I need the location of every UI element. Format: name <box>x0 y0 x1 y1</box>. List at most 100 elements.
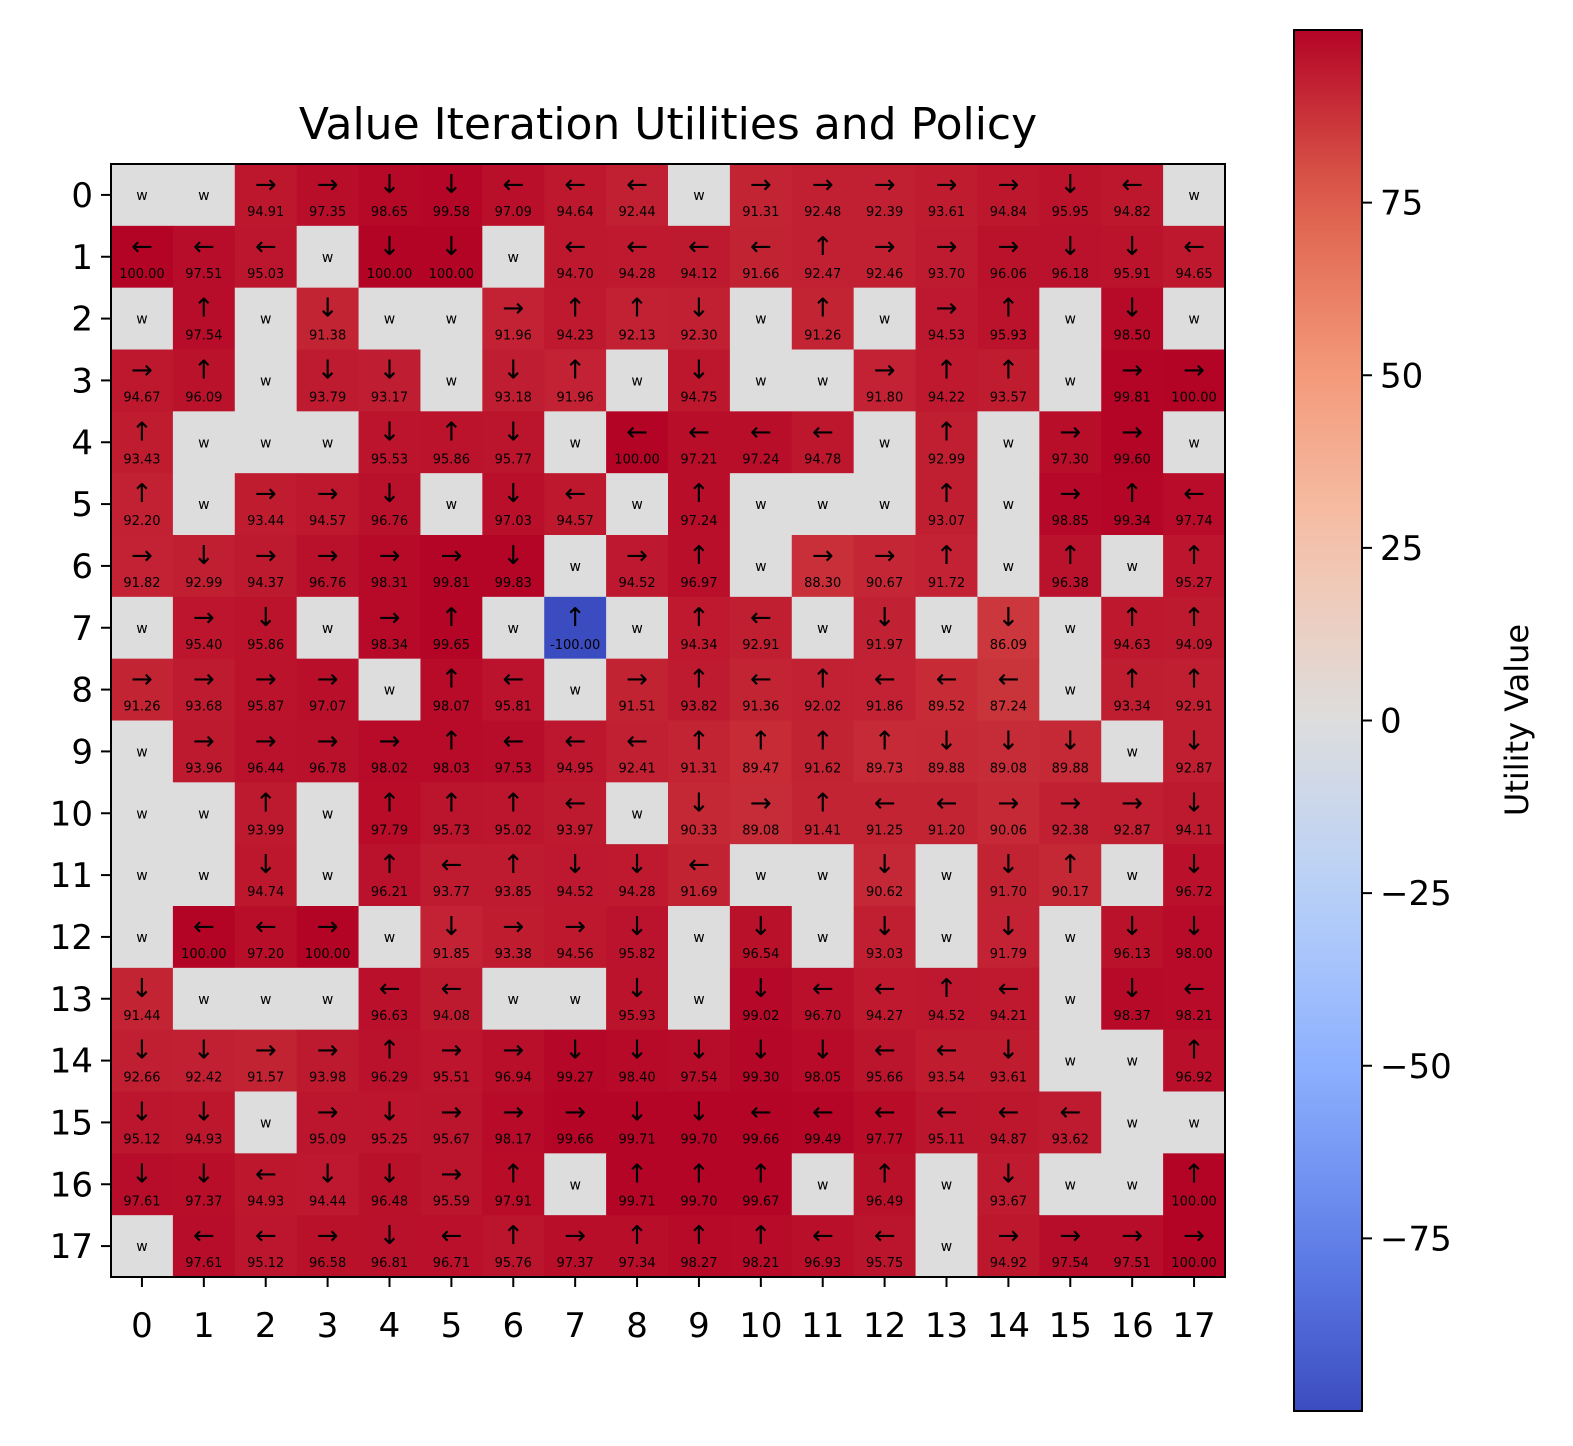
policy-arrow: ↓ <box>688 1036 710 1066</box>
value-cell <box>1163 844 1226 907</box>
utility-value-label: 93.96 <box>185 761 222 776</box>
heatmap-cell: → 95.59 <box>420 1153 483 1216</box>
utility-value-label: 96.63 <box>371 1009 408 1024</box>
value-cell <box>111 411 174 474</box>
value-cell <box>111 1029 174 1093</box>
utility-value-label: 93.99 <box>247 823 284 838</box>
value-cell <box>668 411 731 474</box>
heatmap-cell: ↑ 95.93 <box>977 287 1040 351</box>
heatmap-cell: ← 93.97 <box>544 782 607 845</box>
value-cell <box>606 720 669 783</box>
policy-arrow: ↑ <box>564 355 586 385</box>
utility-value-label: 93.44 <box>247 514 284 529</box>
heatmap-cell: w <box>544 1153 607 1216</box>
value-cell <box>172 1153 236 1216</box>
wall-label: w <box>1126 1054 1137 1070</box>
value-cell <box>296 535 360 598</box>
utility-value-label: 93.62 <box>1052 1132 1089 1147</box>
heatmap-cell: w <box>358 287 422 351</box>
value-cell <box>729 1153 793 1216</box>
policy-arrow: ↓ <box>688 294 710 324</box>
policy-arrow: → <box>379 603 401 633</box>
value-cell <box>729 596 793 660</box>
heatmap-cell: ← 94.93 <box>234 1153 298 1216</box>
value-cell <box>977 782 1040 845</box>
heatmap-cell: w <box>111 844 174 907</box>
heatmap-cell: w <box>606 596 669 660</box>
value-cell <box>111 349 174 412</box>
wall-cell <box>1101 1029 1164 1093</box>
heatmap-cell: → 91.57 <box>234 1029 298 1093</box>
policy-arrow: ↓ <box>1059 726 1081 756</box>
utility-value-label: 95.77 <box>495 452 532 467</box>
utility-value-label: 97.54 <box>185 329 222 344</box>
value-cell <box>977 287 1040 351</box>
wall-label: w <box>322 250 333 266</box>
wall-label: w <box>817 868 828 884</box>
value-cell <box>668 225 731 289</box>
heatmap-cell: ↓ 95.91 <box>1101 225 1164 289</box>
wall-cell <box>111 287 174 351</box>
heatmap-cell: ↓ 96.13 <box>1101 906 1164 969</box>
wall-cell <box>791 473 855 536</box>
utility-value-label: 91.85 <box>433 947 470 962</box>
policy-arrow: ↑ <box>688 726 710 756</box>
heatmap-cell: w <box>1101 1029 1164 1093</box>
policy-arrow: ↓ <box>626 974 648 1004</box>
value-cell <box>606 658 669 722</box>
policy-arrow: ← <box>1183 479 1205 509</box>
heatmap-cell: w <box>853 473 917 536</box>
x-tick-label: 5 <box>441 1306 463 1346</box>
value-cell <box>420 906 483 969</box>
value-cell <box>1163 1215 1226 1278</box>
heatmap-cell: ← 99.66 <box>729 1091 793 1154</box>
utility-value-label: 91.25 <box>866 823 903 838</box>
heatmap-cell: → 94.91 <box>234 164 298 227</box>
value-cell <box>1163 1153 1226 1216</box>
utility-value-label: 95.51 <box>433 1071 470 1086</box>
heatmap-cell: ↓ 91.70 <box>977 844 1040 907</box>
value-cell <box>358 596 422 660</box>
heatmap-cell: → 97.35 <box>296 164 360 227</box>
wall-cell <box>915 596 979 660</box>
heatmap-cell: → 100.00 <box>296 906 360 969</box>
utility-value-label: 95.86 <box>247 638 284 653</box>
policy-arrow: → <box>1059 417 1081 447</box>
heatmap-cell: w <box>606 349 669 412</box>
value-cell <box>668 1091 731 1154</box>
value-cell <box>544 720 607 783</box>
policy-arrow: ↑ <box>440 417 462 447</box>
heatmap-cell: ↓ 92.42 <box>172 1029 236 1093</box>
heatmap-cell: w <box>111 720 174 783</box>
utility-value-label: 98.37 <box>1114 1009 1151 1024</box>
policy-arrow: → <box>502 1036 524 1066</box>
wall-label: w <box>136 188 147 204</box>
heatmap-cell: w <box>296 844 360 907</box>
value-cell <box>420 1153 483 1216</box>
utility-value-label: 94.91 <box>247 205 284 220</box>
policy-arrow: ↓ <box>688 1097 710 1127</box>
heatmap-cell: ↑ 96.21 <box>358 844 422 907</box>
policy-arrow: ← <box>502 665 524 695</box>
utility-value-label: 93.77 <box>433 885 470 900</box>
value-cell <box>234 1153 298 1216</box>
wall-cell <box>606 596 669 660</box>
utility-value-label: 100.00 <box>1171 1194 1217 1209</box>
utility-value-label: 92.46 <box>866 267 903 282</box>
heatmap-cell: → 91.51 <box>606 658 669 722</box>
heatmap-cell: ↑ 96.09 <box>172 349 236 412</box>
wall-label: w <box>631 497 642 513</box>
wall-cell <box>172 782 236 845</box>
utility-value-label: 98.02 <box>371 761 408 776</box>
utility-value-label: 95.12 <box>123 1132 160 1147</box>
wall-cell <box>234 967 298 1031</box>
policy-arrow: → <box>255 541 277 571</box>
value-cell <box>544 473 607 536</box>
value-cell <box>606 1029 669 1093</box>
heatmap-cell: ↑ 92.20 <box>111 473 174 536</box>
heatmap-cell: ↓ 97.37 <box>172 1153 236 1216</box>
heatmap-cell: ↑ 93.85 <box>482 844 545 907</box>
utility-value-label: 95.81 <box>495 700 532 715</box>
heatmap-cell: ↓ 99.71 <box>606 1091 669 1154</box>
